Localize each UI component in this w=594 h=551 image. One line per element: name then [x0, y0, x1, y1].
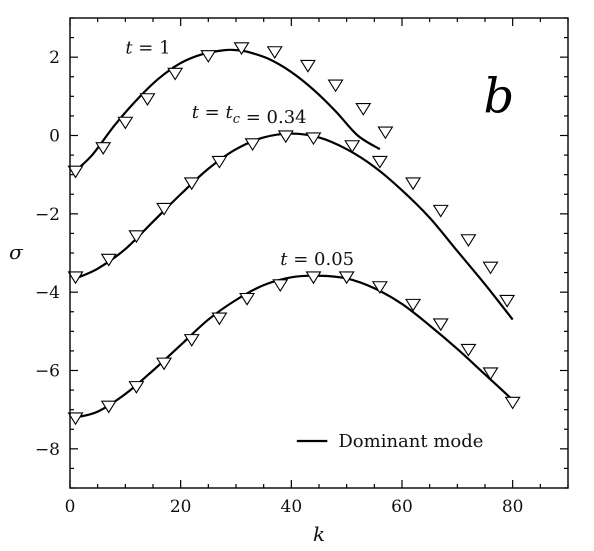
series-2-marker — [128, 381, 145, 394]
series-1-marker — [432, 204, 449, 218]
y-tick-label: −8 — [35, 440, 60, 460]
series-1-marker — [244, 138, 261, 152]
series-0-label: t = 1 — [125, 37, 170, 58]
panel-label: b — [483, 68, 514, 124]
series-2-marker — [405, 298, 422, 312]
series-0-marker — [200, 50, 217, 63]
series-0-marker — [355, 102, 372, 116]
series-1-marker — [371, 155, 388, 169]
plot-frame — [69, 17, 569, 489]
series-2-marker — [371, 281, 388, 294]
series-2-marker — [504, 396, 521, 410]
series-2-marker — [183, 334, 200, 347]
series-1-marker — [128, 230, 145, 244]
x-axis-label: k — [313, 522, 325, 546]
series-0-marker — [67, 165, 84, 179]
y-tick-label: −2 — [35, 205, 60, 225]
series-2-marker — [100, 400, 117, 414]
series-1-marker — [277, 130, 294, 144]
series-0-marker — [327, 79, 344, 93]
x-tick-label: 0 — [65, 497, 76, 517]
series-1-marker — [482, 261, 499, 275]
series-0-marker — [117, 116, 134, 130]
series-1-marker — [499, 294, 516, 308]
x-tick-label: 20 — [170, 497, 192, 517]
series-1-curve — [75, 132, 514, 321]
y-tick-label: 0 — [49, 127, 60, 147]
series-2-marker — [67, 412, 84, 426]
series-0-marker — [377, 126, 394, 140]
curve-labels: t = 1 t = tc = 0.34 t = 0.05 — [125, 37, 354, 270]
series-2-marker — [156, 357, 173, 371]
series-2-marker — [432, 318, 449, 332]
series-1-label: t = tc = 0.34 — [192, 102, 307, 128]
series-0-marker — [167, 67, 184, 81]
series-1-marker — [460, 234, 477, 247]
series-2-marker — [272, 279, 289, 293]
series-2-marker — [338, 271, 355, 285]
x-tick-label: 40 — [281, 497, 303, 517]
series-0-curve — [74, 48, 381, 172]
legend-label: Dominant mode — [338, 431, 483, 452]
y-tick-label: −4 — [35, 283, 60, 303]
series-2-label: t = 0.05 — [280, 249, 354, 270]
series-2-marker — [239, 292, 256, 306]
series-1-marker — [344, 140, 361, 153]
series-1-marker — [305, 132, 322, 146]
x-tick-label: 60 — [391, 497, 413, 517]
series-layer — [67, 42, 521, 426]
series-2-marker — [305, 271, 322, 285]
series-2-curve — [75, 274, 514, 419]
y-tick-label: −6 — [35, 362, 60, 382]
y-axis-label: σ — [9, 240, 24, 264]
series-0-marker — [95, 142, 112, 155]
series-1-marker — [211, 155, 228, 169]
series-1-marker — [67, 271, 84, 285]
legend: Dominant mode — [296, 431, 483, 452]
series-0-marker — [299, 59, 316, 73]
series-1-marker — [405, 177, 422, 191]
series-0-marker — [233, 42, 250, 56]
series-0-marker — [139, 93, 156, 106]
series-0-marker — [266, 46, 283, 59]
series-1-marker — [183, 177, 200, 191]
series-2-marker — [211, 312, 228, 326]
series-1-marker — [100, 253, 117, 267]
x-tick-label: 80 — [502, 497, 524, 517]
series-1-marker — [156, 202, 173, 216]
series-2-marker — [482, 367, 499, 381]
y-tick-label: 2 — [49, 48, 60, 68]
series-2-marker — [460, 343, 477, 357]
